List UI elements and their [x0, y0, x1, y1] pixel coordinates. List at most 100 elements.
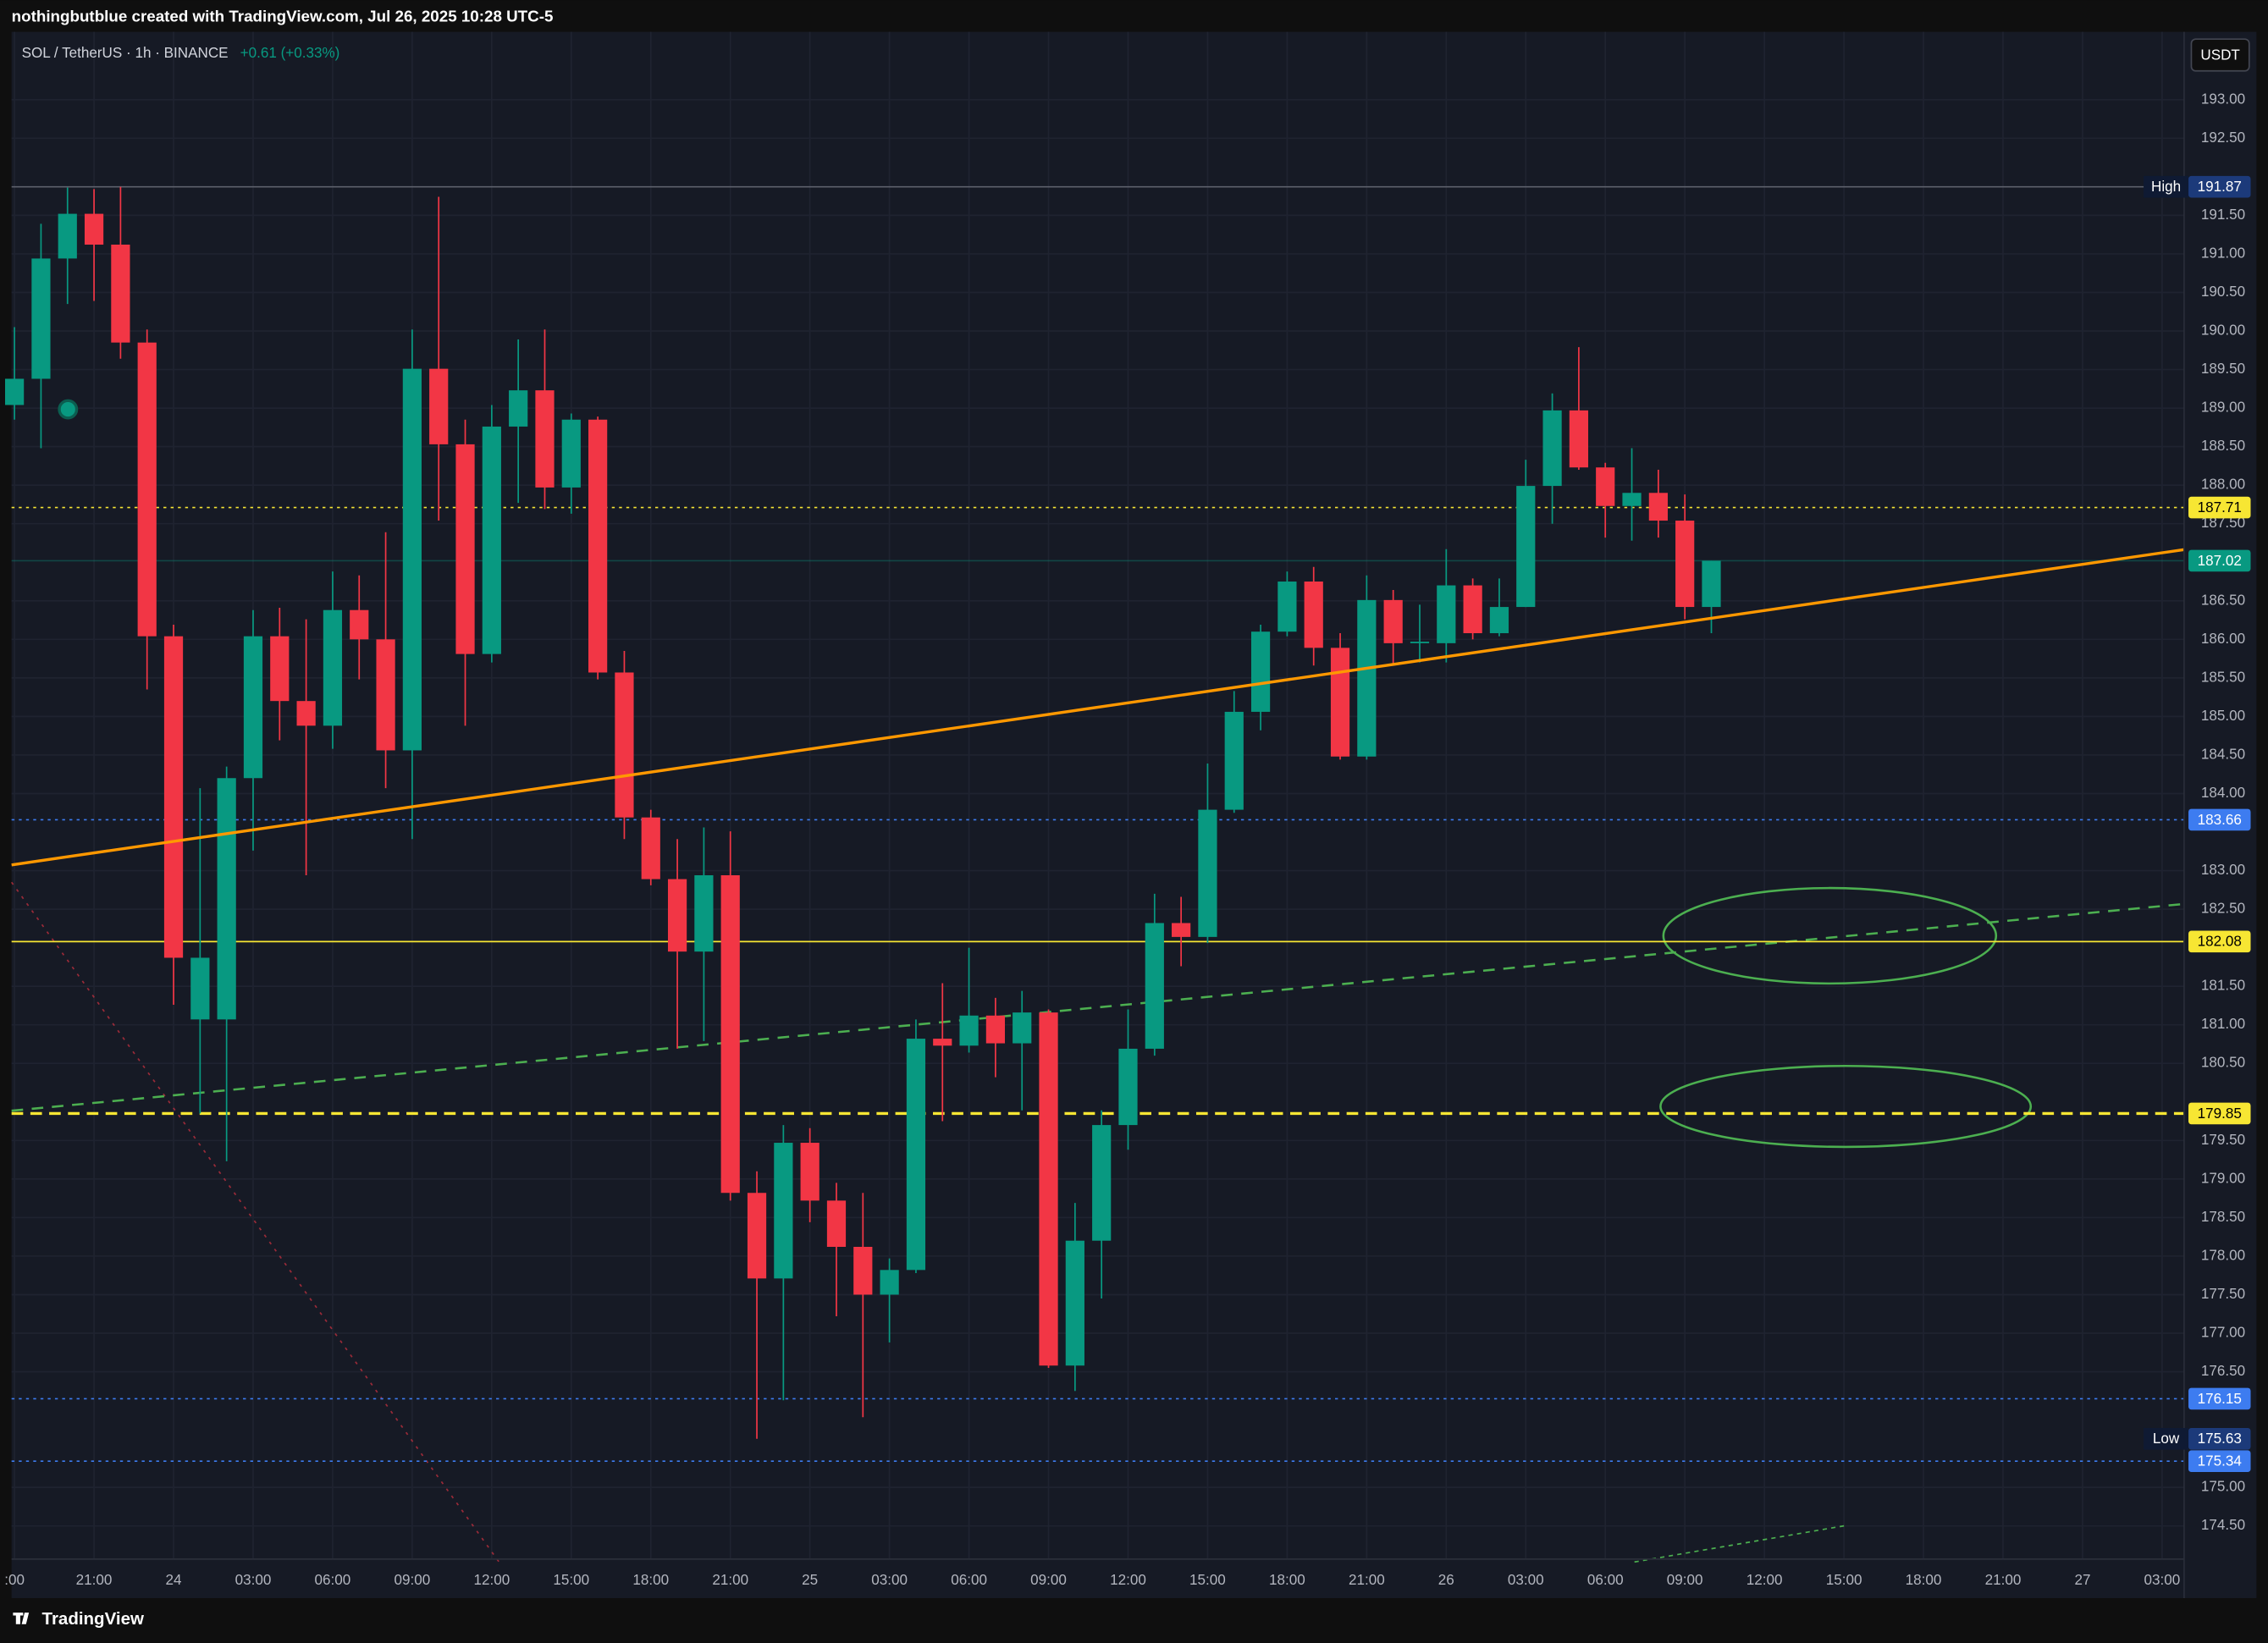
x-tick-label: 24 — [166, 1572, 182, 1588]
ellipse-drawing — [1662, 886, 1998, 985]
x-tick-label: 03:00 — [2144, 1572, 2181, 1588]
candle-body — [720, 875, 740, 1194]
candle-body — [376, 639, 395, 751]
y-tick-label: 174.50 — [2201, 1517, 2245, 1533]
x-tick-label: 06:00 — [1587, 1572, 1624, 1588]
candle-body — [853, 1246, 873, 1295]
x-tick-label: 03:00 — [871, 1572, 908, 1588]
currency[interactable]: USDT — [2200, 47, 2240, 63]
candle-body — [1383, 599, 1403, 643]
candle-body — [163, 636, 184, 958]
candle-body — [455, 444, 475, 654]
candle-body — [588, 419, 608, 673]
price-tag — [2188, 1102, 2251, 1125]
candle-body — [1410, 642, 1430, 643]
x-tick-label: 12:00 — [1747, 1572, 1783, 1588]
x-tick-label: 18:00 — [1269, 1572, 1305, 1588]
x-tick-label: 25 — [802, 1572, 818, 1588]
y-tick-label: 189.00 — [2201, 400, 2245, 416]
y-tick-label: 189.50 — [2201, 361, 2245, 377]
price-tag — [2144, 175, 2189, 198]
candle-body — [270, 636, 290, 702]
candle-body — [774, 1143, 793, 1279]
candle-body — [1172, 923, 1191, 937]
candle-body — [1304, 582, 1323, 648]
y-tick-label: 181.50 — [2201, 978, 2245, 994]
candle-body — [1330, 648, 1350, 757]
currency-button[interactable] — [2190, 38, 2250, 72]
price-tag — [2188, 496, 2251, 519]
candle-body — [1357, 599, 1377, 757]
y-tick-label: 193.00 — [2201, 91, 2245, 107]
y-tick-label: 182.50 — [2201, 901, 2245, 917]
candle-body — [1250, 631, 1271, 712]
candle-body — [58, 213, 77, 259]
y-tick-label: 177.00 — [2201, 1325, 2245, 1341]
y-tick-label: 179.50 — [2201, 1132, 2245, 1148]
candle-body — [429, 368, 449, 444]
page-title: nothingbutblue created with TradingView.… — [12, 8, 554, 25]
price-tag — [2188, 1427, 2251, 1450]
price-tag — [2188, 1387, 2251, 1410]
price-tag-label: 183.66 — [2198, 812, 2242, 828]
drawings — [10, 881, 2185, 1563]
y-tick-label: 186.00 — [2201, 631, 2245, 647]
price-tag-label: 191.87 — [2198, 179, 2242, 195]
y-tick-label: 179.00 — [2201, 1170, 2245, 1186]
price-tag-label: 182.08 — [2198, 934, 2242, 950]
y-tick-label: 175.00 — [2201, 1479, 2245, 1495]
candle-body — [509, 390, 528, 427]
logo-icon — [13, 1613, 30, 1624]
candle-body — [906, 1039, 926, 1271]
candle-body — [535, 390, 555, 488]
candle-body — [1092, 1125, 1112, 1241]
x-tick-label: 18:00 — [1906, 1572, 1942, 1588]
candle-body — [296, 701, 316, 726]
y-tick-label: 178.00 — [2201, 1247, 2245, 1263]
candle-body — [217, 778, 236, 1020]
y-tick-label: 191.50 — [2201, 207, 2245, 223]
candles — [5, 186, 1721, 1439]
price-tag-label: 179.85 — [2198, 1105, 2242, 1122]
candle-body — [31, 258, 51, 379]
candle-body — [243, 636, 263, 779]
candle-body — [1437, 585, 1456, 643]
x-tick-label: 09:00 — [1030, 1572, 1067, 1588]
x-tick-label: 21:00 — [76, 1572, 113, 1588]
candle-body — [111, 245, 130, 343]
y-tick-label: 186.50 — [2201, 592, 2245, 608]
x-tick-label: 09:00 — [395, 1572, 431, 1588]
candle-body — [350, 609, 369, 640]
price-tag-label: 175.34 — [2198, 1453, 2242, 1469]
y-tick-label: 188.50 — [2201, 438, 2245, 454]
x-tick-label: 06:00 — [315, 1572, 351, 1588]
x-tick-label: 03:00 — [1508, 1572, 1544, 1588]
y-tick-label: 183.00 — [2201, 862, 2245, 878]
price-tag — [2188, 930, 2251, 953]
candle-body — [800, 1143, 819, 1201]
candle-body — [1702, 560, 1721, 608]
trend-line — [10, 881, 500, 1563]
x-tick-label: 21:00 — [1985, 1572, 2022, 1588]
candle-body — [1463, 585, 1482, 634]
price-tag-label: 175.63 — [2198, 1431, 2242, 1447]
y-tick-label: 192.50 — [2201, 130, 2245, 146]
price-tag-name: Low — [2153, 1431, 2180, 1447]
candle-body — [1489, 607, 1509, 634]
candle-body — [137, 342, 157, 637]
candle-body — [641, 817, 660, 879]
y-tick-label: 177.50 — [2201, 1286, 2245, 1302]
price-lines — [11, 185, 2184, 1463]
candle-body — [1145, 923, 1164, 1049]
candle-body — [1118, 1048, 1138, 1126]
y-tick-label: 184.00 — [2201, 785, 2245, 801]
x-tick-label: 06:00 — [951, 1572, 987, 1588]
candle-body — [826, 1200, 847, 1247]
candle-body — [1013, 1012, 1032, 1044]
candle-body — [880, 1270, 899, 1295]
brand: TradingView — [42, 1609, 144, 1629]
candle-body — [933, 1039, 952, 1046]
candle-body — [615, 672, 634, 818]
